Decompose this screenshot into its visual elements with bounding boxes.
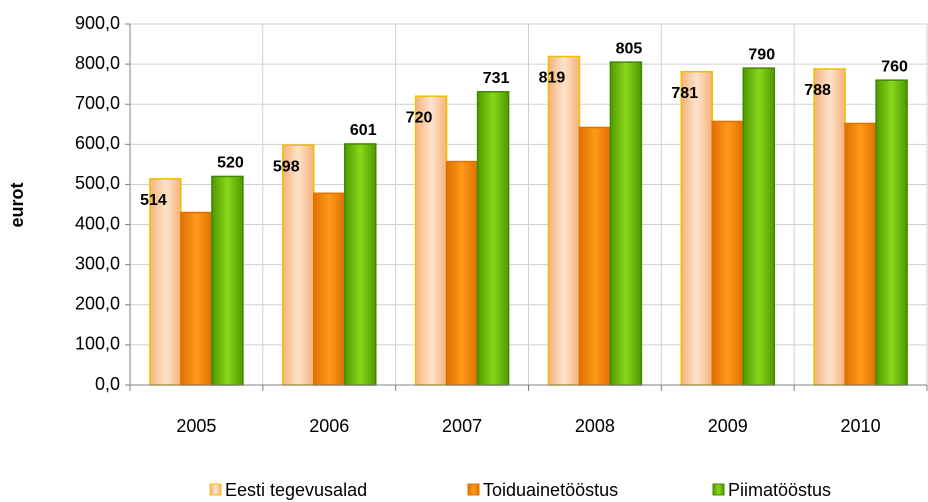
legend-swatch: [467, 483, 480, 496]
bar: [344, 143, 377, 386]
bar: [445, 160, 479, 386]
value-label: 819: [539, 70, 566, 87]
x-tick-label: 2007: [442, 416, 482, 436]
x-tick-label: 2010: [841, 416, 881, 436]
value-label: 805: [616, 40, 643, 57]
y-tick-label: 500,0: [75, 173, 120, 193]
value-label: 720: [406, 109, 433, 126]
value-label: 788: [804, 82, 831, 99]
bar: [875, 79, 908, 386]
value-label: 520: [217, 155, 244, 172]
bar: [414, 95, 448, 386]
bar: [844, 122, 877, 386]
y-tick-label: 900,0: [75, 13, 120, 33]
y-axis-title: eurot: [7, 182, 27, 227]
x-tick-label: 2009: [708, 416, 748, 436]
value-label: 790: [748, 46, 775, 63]
bar: [813, 68, 846, 386]
bar: [609, 61, 643, 386]
bar: [282, 144, 315, 386]
legend-label: Eesti tegevusalad: [225, 480, 367, 500]
x-tick-label: 2005: [176, 416, 216, 436]
y-tick-label: 600,0: [75, 133, 120, 153]
bar: [476, 91, 510, 386]
legend-label: Toiduainetööstus: [483, 480, 618, 500]
bar: [180, 211, 213, 386]
y-tick-label: 300,0: [75, 253, 120, 273]
y-tick-label: 400,0: [75, 213, 120, 233]
y-tick-label: 100,0: [75, 334, 120, 354]
y-tick-label: 700,0: [75, 93, 120, 113]
bar: [211, 175, 244, 386]
legend-swatch: [712, 483, 725, 496]
bar: [680, 70, 713, 386]
x-tick-label: 2006: [309, 416, 349, 436]
value-label: 514: [140, 192, 167, 209]
bar: [547, 55, 581, 386]
bar: [313, 192, 346, 386]
bar: [742, 67, 775, 386]
value-label: 731: [483, 70, 510, 87]
y-tick-label: 0,0: [95, 374, 120, 394]
bar: [578, 126, 612, 386]
value-label: 781: [671, 85, 698, 102]
legend-label: Piimatööstus: [728, 480, 831, 500]
y-tick-label: 200,0: [75, 294, 120, 314]
legend-swatch: [209, 483, 222, 496]
x-tick-label: 2008: [575, 416, 615, 436]
bar: [149, 178, 182, 386]
value-label: 598: [273, 158, 300, 175]
value-label: 601: [350, 122, 377, 139]
bar: [711, 120, 744, 386]
value-label: 760: [881, 58, 908, 75]
y-tick-label: 800,0: [75, 53, 120, 73]
